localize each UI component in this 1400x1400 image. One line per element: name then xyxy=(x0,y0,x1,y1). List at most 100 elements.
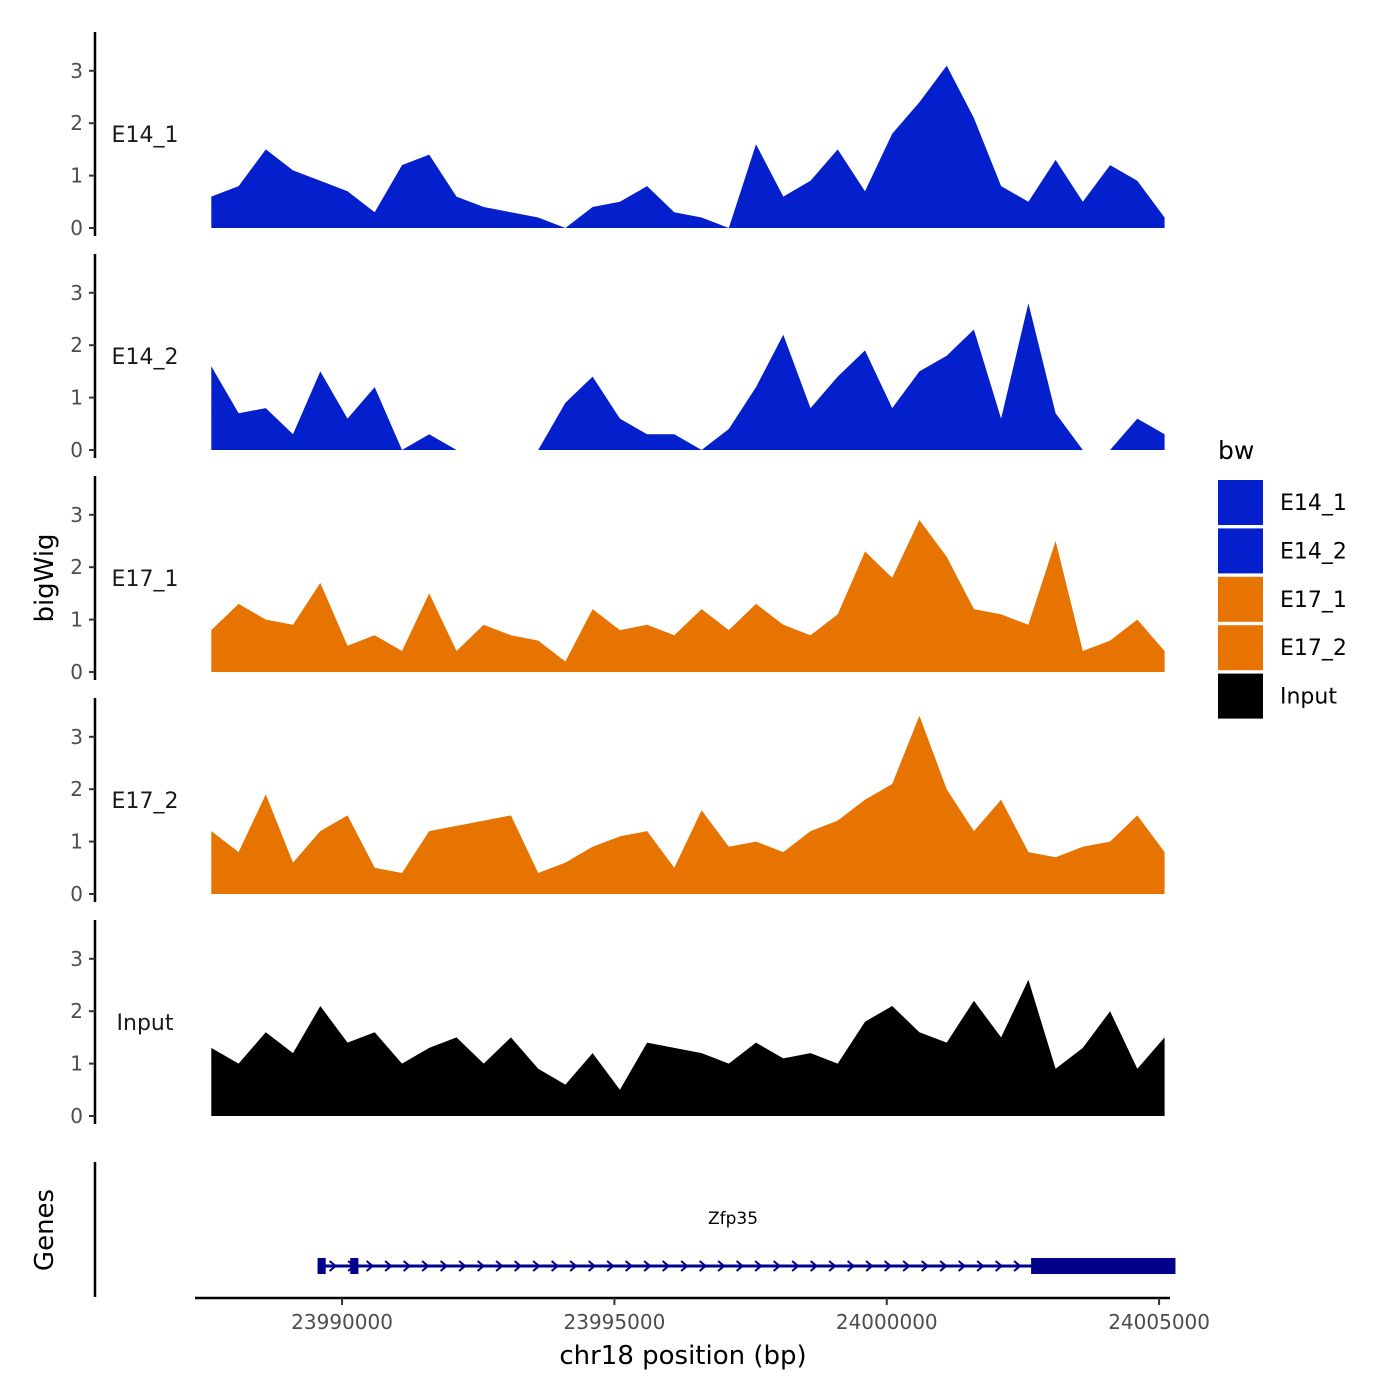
strand-arrow xyxy=(550,1260,560,1272)
y-tick-label-E17_1-1: 1 xyxy=(70,608,83,632)
y-tick-label-Input-3: 3 xyxy=(70,947,83,971)
gene-model: Zfp35 xyxy=(317,1209,1176,1274)
track-E14_2: 0 1 2 3 E14_2 xyxy=(70,254,1165,462)
genes-axis-title: Genes xyxy=(30,1189,60,1271)
y-tick-label-E17_1-3: 3 xyxy=(70,503,83,527)
strand-arrow xyxy=(680,1260,689,1272)
x-tick-label-23990000: 23990000 xyxy=(291,1310,393,1334)
strand-arrow xyxy=(624,1260,634,1272)
y-tick-label-E17_2-0: 0 xyxy=(70,882,83,906)
strand-arrow xyxy=(902,1260,911,1272)
strand-arrow xyxy=(735,1260,745,1272)
strand-arrow xyxy=(772,1260,782,1272)
strand-arrow xyxy=(328,1260,338,1272)
y-tick-label-E17_2-2: 2 xyxy=(70,777,83,801)
strand-arrow xyxy=(458,1260,467,1272)
strand-arrow xyxy=(402,1260,412,1272)
y-tick-label-E14_1-1: 1 xyxy=(70,164,83,188)
strand-arrow xyxy=(828,1260,837,1272)
strand-arrow xyxy=(365,1260,375,1272)
y-tick-label-Input-2: 2 xyxy=(70,999,83,1023)
legend-key-E14_2 xyxy=(1218,528,1263,574)
area-E14_2 xyxy=(211,303,1165,450)
x-axis-title: chr18 position (bp) xyxy=(559,1341,806,1371)
strand-arrow xyxy=(495,1260,504,1272)
strand-arrow xyxy=(994,1260,1004,1272)
legend-label-E14_1: E14_1 xyxy=(1280,491,1347,516)
legend-key-E14_1 xyxy=(1218,480,1263,525)
legend-key-Input xyxy=(1218,673,1263,719)
gene-label: Zfp35 xyxy=(708,1209,758,1229)
x-tick-label-23995000: 23995000 xyxy=(564,1310,666,1334)
strand-arrow xyxy=(698,1260,708,1272)
strand-arrow xyxy=(439,1260,449,1272)
legend-key-E17_1 xyxy=(1218,576,1263,622)
strand-arrow xyxy=(513,1260,523,1272)
track-label-E14_1: E14_1 xyxy=(112,123,179,148)
area-E14_1 xyxy=(211,65,1165,228)
strand-arrow xyxy=(532,1260,541,1272)
x-axis: 23990000 23995000 24000000 24005000 xyxy=(195,1296,1210,1334)
legend-label-E17_1: E17_1 xyxy=(1280,588,1347,613)
track-label-E17_1: E17_1 xyxy=(112,567,179,592)
x-tick-label-24000000: 24000000 xyxy=(836,1310,938,1334)
legend-label-Input: Input xyxy=(1280,685,1337,710)
track-E17_1: 0 1 2 3 E17_1 xyxy=(70,476,1165,684)
strand-arrow xyxy=(791,1260,800,1272)
strand-arrow xyxy=(569,1260,578,1272)
y-tick-label-E17_2-1: 1 xyxy=(70,830,83,854)
strand-arrow xyxy=(1013,1260,1022,1272)
strand-arrow xyxy=(476,1260,486,1272)
track-Input: 0 1 2 3 Input xyxy=(70,920,1165,1128)
y-tick-label-E17_1-2: 2 xyxy=(70,555,83,579)
strand-arrow xyxy=(846,1260,856,1272)
strand-arrow xyxy=(587,1260,597,1272)
strand-arrow xyxy=(809,1260,819,1272)
strand-arrow xyxy=(865,1260,874,1272)
legend-label-E14_2: E14_2 xyxy=(1280,539,1347,564)
y-axis-title: bigWig xyxy=(30,533,60,622)
track-label-E14_2: E14_2 xyxy=(112,345,179,370)
legend: bw E14_1 E14_2 E17_1 E17_2 Input xyxy=(1218,436,1347,719)
track-label-Input: Input xyxy=(117,1011,174,1036)
strand-arrow xyxy=(421,1260,430,1272)
strand-arrow xyxy=(643,1260,652,1272)
strand-arrow xyxy=(661,1260,671,1272)
strand-arrow xyxy=(883,1260,893,1272)
y-tick-label-E14_1-3: 3 xyxy=(70,59,83,83)
x-tick-label-24005000: 24005000 xyxy=(1108,1310,1210,1334)
legend-key-E17_2 xyxy=(1218,625,1263,671)
y-tick-label-E14_2-2: 2 xyxy=(70,333,83,357)
strand-arrow xyxy=(920,1260,930,1272)
y-tick-label-E14_1-2: 2 xyxy=(70,111,83,135)
track-label-E17_2: E17_2 xyxy=(112,789,179,814)
y-tick-label-E17_2-3: 3 xyxy=(70,725,83,749)
legend-title: bw xyxy=(1218,436,1254,465)
strand-arrow xyxy=(754,1260,763,1272)
gene-exon-2 xyxy=(350,1258,359,1274)
y-tick-label-E14_2-1: 1 xyxy=(70,386,83,410)
strand-arrow xyxy=(939,1260,948,1272)
strand-arrow xyxy=(606,1260,615,1272)
legend-label-E17_2: E17_2 xyxy=(1280,636,1347,661)
track-E17_2: 0 1 2 3 E17_2 xyxy=(70,698,1165,906)
y-tick-label-E14_2-0: 0 xyxy=(70,438,83,462)
track-E14_1: 0 1 2 3 E14_1 xyxy=(70,32,1165,240)
y-tick-label-Input-1: 1 xyxy=(70,1052,83,1076)
genes-panel: Genes Zfp35 xyxy=(30,1162,1176,1297)
gene-exon-3 xyxy=(1031,1258,1176,1274)
y-tick-label-Input-0: 0 xyxy=(70,1104,83,1128)
strand-arrow xyxy=(384,1260,393,1272)
y-tick-label-E14_1-0: 0 xyxy=(70,216,83,240)
bigwig-tracks: 0 1 2 3 E14_1 0 1 2 3 E14_2 0 1 2 3 E17_1 0 1 2 3 E17_2 0 1 2 3… xyxy=(70,32,1165,1128)
area-Input xyxy=(211,979,1165,1116)
y-tick-label-E17_1-0: 0 xyxy=(70,660,83,684)
strand-arrow xyxy=(717,1260,726,1272)
area-E17_1 xyxy=(211,520,1165,672)
y-tick-label-E14_2-3: 3 xyxy=(70,281,83,305)
gene-exon-1 xyxy=(317,1258,326,1274)
strand-arrow xyxy=(976,1260,985,1272)
strand-arrow xyxy=(957,1260,967,1272)
